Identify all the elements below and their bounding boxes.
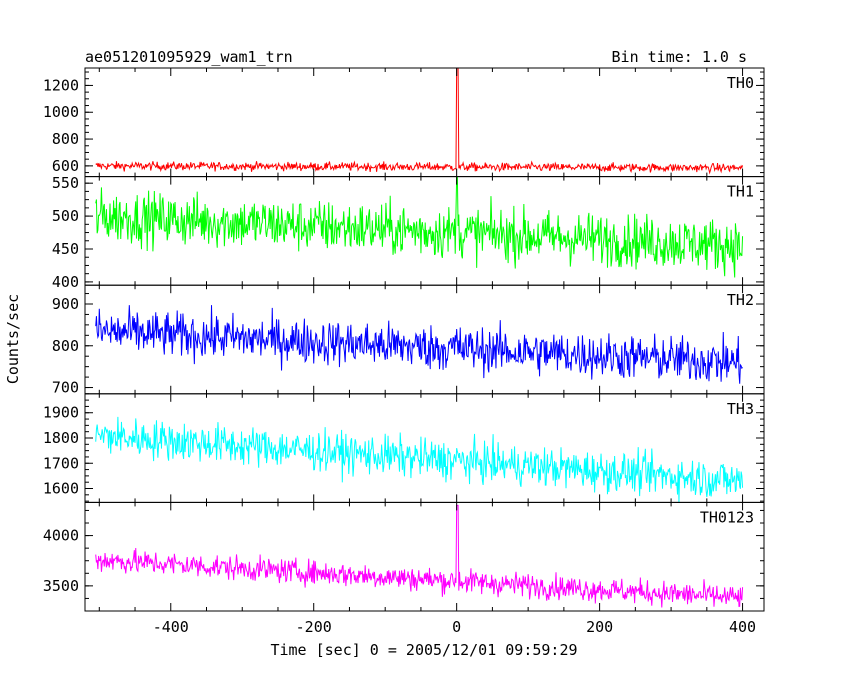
- y-tick-label: 1900: [43, 404, 79, 422]
- series-label-th3: TH3: [727, 400, 754, 418]
- x-tick-label: 400: [729, 618, 756, 636]
- y-tick-label: 550: [52, 174, 79, 192]
- chart-title: ae051201095929_wam1_trn: [85, 48, 293, 66]
- series-label-th1: TH1: [727, 183, 754, 201]
- y-tick-label: 800: [52, 337, 79, 355]
- bin-time-label: Bin time: 1.0 s: [612, 48, 747, 66]
- series-line-th3: [95, 416, 744, 503]
- y-axis-label: Counts/sec: [4, 294, 22, 384]
- y-tick-label: 450: [52, 240, 79, 258]
- series-line-th2: [95, 305, 743, 384]
- y-tick-label: 1000: [43, 103, 79, 121]
- y-tick-label: 600: [52, 157, 79, 175]
- y-tick-label: 500: [52, 207, 79, 225]
- series-label-th0123: TH0123: [700, 508, 754, 526]
- y-tick-label: 800: [52, 130, 79, 148]
- panel-frame-th0: [84, 67, 765, 178]
- series-label-th0: TH0: [727, 74, 754, 92]
- y-tick-label: 700: [52, 379, 79, 397]
- y-tick-label: 3500: [43, 577, 79, 595]
- panel-frame-th0123: [84, 501, 765, 612]
- y-tick-label: 400: [52, 273, 79, 291]
- y-tick-label: 1700: [43, 454, 79, 472]
- y-tick-label: 900: [52, 295, 79, 313]
- y-tick-label: 1200: [43, 76, 79, 94]
- series-line-th0: [95, 67, 744, 175]
- x-tick-label: -400: [153, 618, 189, 636]
- series-line-th1: [95, 176, 744, 278]
- x-tick-label: 200: [586, 618, 613, 636]
- x-tick-label: -200: [296, 618, 332, 636]
- y-tick-label: 1600: [43, 480, 79, 498]
- y-tick-label: 4000: [43, 527, 79, 545]
- x-tick-label: 0: [452, 618, 461, 636]
- x-axis-label: Time [sec] 0 = 2005/12/01 09:59:29: [270, 641, 577, 659]
- series-label-th2: TH2: [727, 291, 754, 309]
- y-tick-label: 1800: [43, 429, 79, 447]
- series-line-th0123: [95, 504, 744, 608]
